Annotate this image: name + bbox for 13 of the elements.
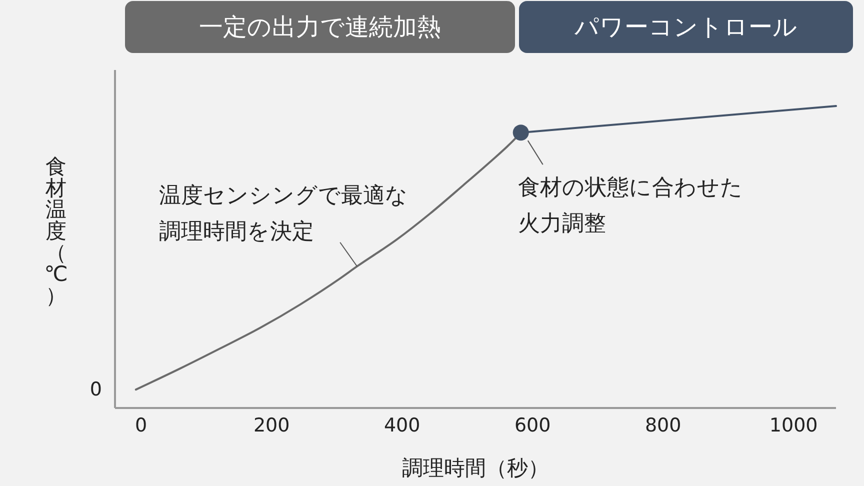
x-tick-label: 800 [644, 414, 682, 436]
text: 0 [90, 378, 102, 401]
x-tick-label: 600 [514, 414, 551, 436]
y-axis-title: 食材温度（℃） [44, 154, 68, 308]
text: パワーコントロール [574, 13, 798, 41]
annotation: 温度センシングで最適な調理時間を決定 [159, 182, 408, 244]
x-tick-label: 200 [253, 414, 290, 436]
x-tick-label: 400 [384, 414, 420, 436]
annotation: 食材の状態に合わせた火力調整 [518, 175, 743, 236]
x-tick-label: 1000 [769, 414, 818, 436]
x-axis-title: 調理時間（秒） [402, 456, 549, 480]
text: 一定の出力で連続加熱 [199, 13, 441, 41]
x-tick-label: 0 [135, 414, 148, 436]
